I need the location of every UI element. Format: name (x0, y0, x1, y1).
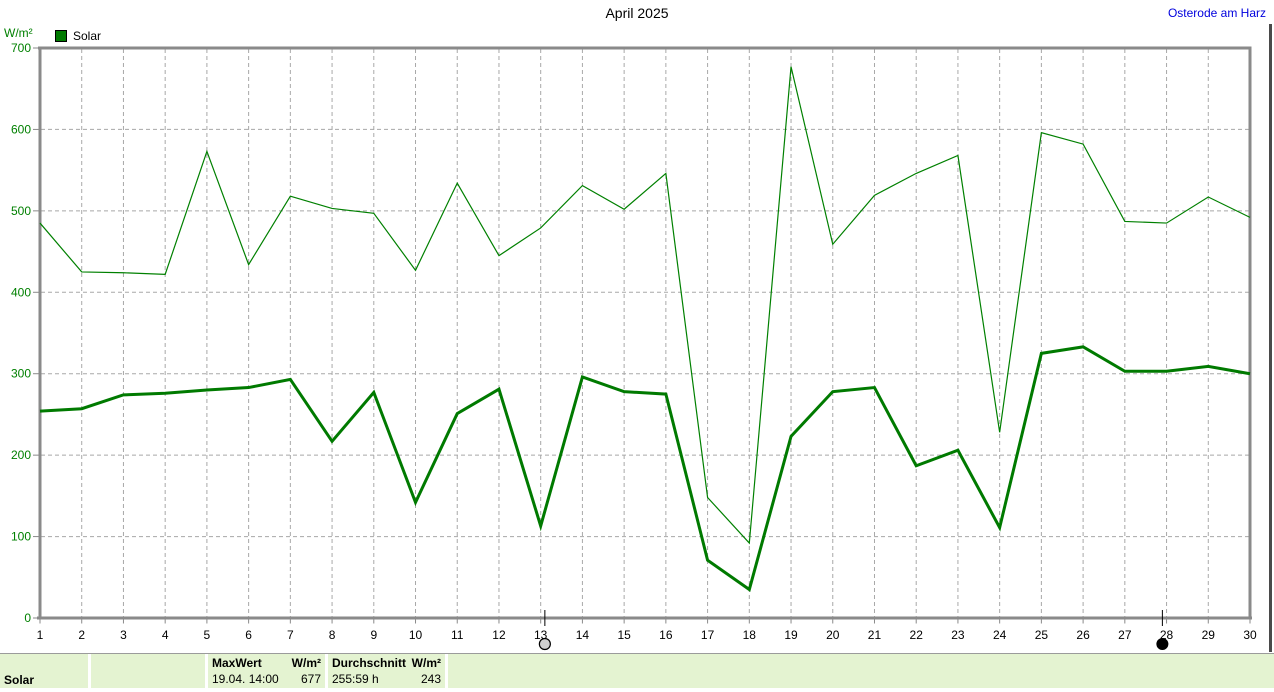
status-average-unit: W/m² (411, 656, 441, 670)
x-tick-label: 20 (826, 628, 840, 642)
station-name: Osterode am Harz (1167, 6, 1266, 20)
status-max-value: 677 (300, 672, 321, 686)
new-moon-icon (1156, 638, 1169, 650)
y-tick-label: 100 (11, 530, 31, 544)
y-tick-label: 600 (11, 122, 31, 136)
x-tick-label: 15 (617, 628, 631, 642)
x-tick-label: 25 (1035, 628, 1049, 642)
status-max-label: MaxWert (212, 656, 262, 670)
x-tick-label: 29 (1202, 628, 1216, 642)
status-max-cell: MaxWert W/m² 19.04. 14:00 677 (208, 654, 325, 688)
x-tick-label: 11 (451, 628, 464, 642)
x-tick-label: 30 (1243, 628, 1257, 642)
status-average-cell: Durchschnitt W/m² 255:59 h 243 (328, 654, 445, 688)
solar-max-line (39, 66, 1251, 545)
x-tick-label: 23 (951, 628, 965, 642)
x-tick-label: 4 (162, 628, 169, 642)
x-tick-label: 7 (287, 628, 294, 642)
x-tick-label: 10 (409, 628, 423, 642)
y-axis-unit-label: W/m² (4, 26, 33, 40)
x-tick-label: 2 (78, 628, 85, 642)
y-tick-label: 300 (11, 367, 31, 381)
status-series-cell: Solar (0, 654, 88, 688)
x-tick-label: 22 (910, 628, 924, 642)
status-max-unit: W/m² (291, 656, 321, 670)
x-tick-label: 8 (329, 628, 336, 642)
x-tick-label: 6 (245, 628, 252, 642)
x-tick-label: 27 (1118, 628, 1132, 642)
x-tick-label: 1 (37, 628, 44, 642)
y-tick-label: 0 (24, 611, 31, 625)
x-tick-label: 21 (868, 628, 882, 642)
legend: Solar (55, 29, 101, 43)
y-tick-label: 700 (11, 41, 31, 55)
status-series-label: Solar (4, 673, 35, 687)
x-tick-label: 12 (492, 628, 506, 642)
x-tick-label: 5 (204, 628, 211, 642)
status-filler-cell (448, 654, 1274, 688)
x-tick-label: 26 (1076, 628, 1090, 642)
y-tick-label: 200 (11, 448, 31, 462)
y-tick-label: 500 (11, 204, 31, 218)
legend-solar-swatch-icon (55, 30, 67, 42)
window-right-edge (1269, 24, 1272, 652)
solar-avg-line (39, 345, 1251, 592)
chart-title: April 2025 (605, 5, 669, 21)
status-bar: Solar MaxWert W/m² 19.04. 14:00 677 Durc… (0, 653, 1274, 688)
status-max-datetime: 19.04. 14:00 (212, 672, 279, 686)
status-average-value: 243 (420, 672, 441, 686)
x-tick-label: 16 (659, 628, 673, 642)
x-tick-label: 14 (576, 628, 590, 642)
legend-solar-label: Solar (73, 29, 102, 43)
x-tick-label: 19 (784, 628, 798, 642)
status-average-duration: 255:59 h (332, 672, 379, 686)
x-tick-label: 3 (120, 628, 127, 642)
status-average-label: Durchschnitt (332, 656, 407, 670)
y-tick-label: 400 (11, 285, 31, 299)
x-tick-label: 18 (743, 628, 757, 642)
x-tick-label: 24 (993, 628, 1007, 642)
x-tick-label: 17 (701, 628, 715, 642)
status-empty-cell (91, 654, 205, 688)
x-tick-label: 9 (370, 628, 377, 642)
full-moon-icon (538, 637, 551, 651)
